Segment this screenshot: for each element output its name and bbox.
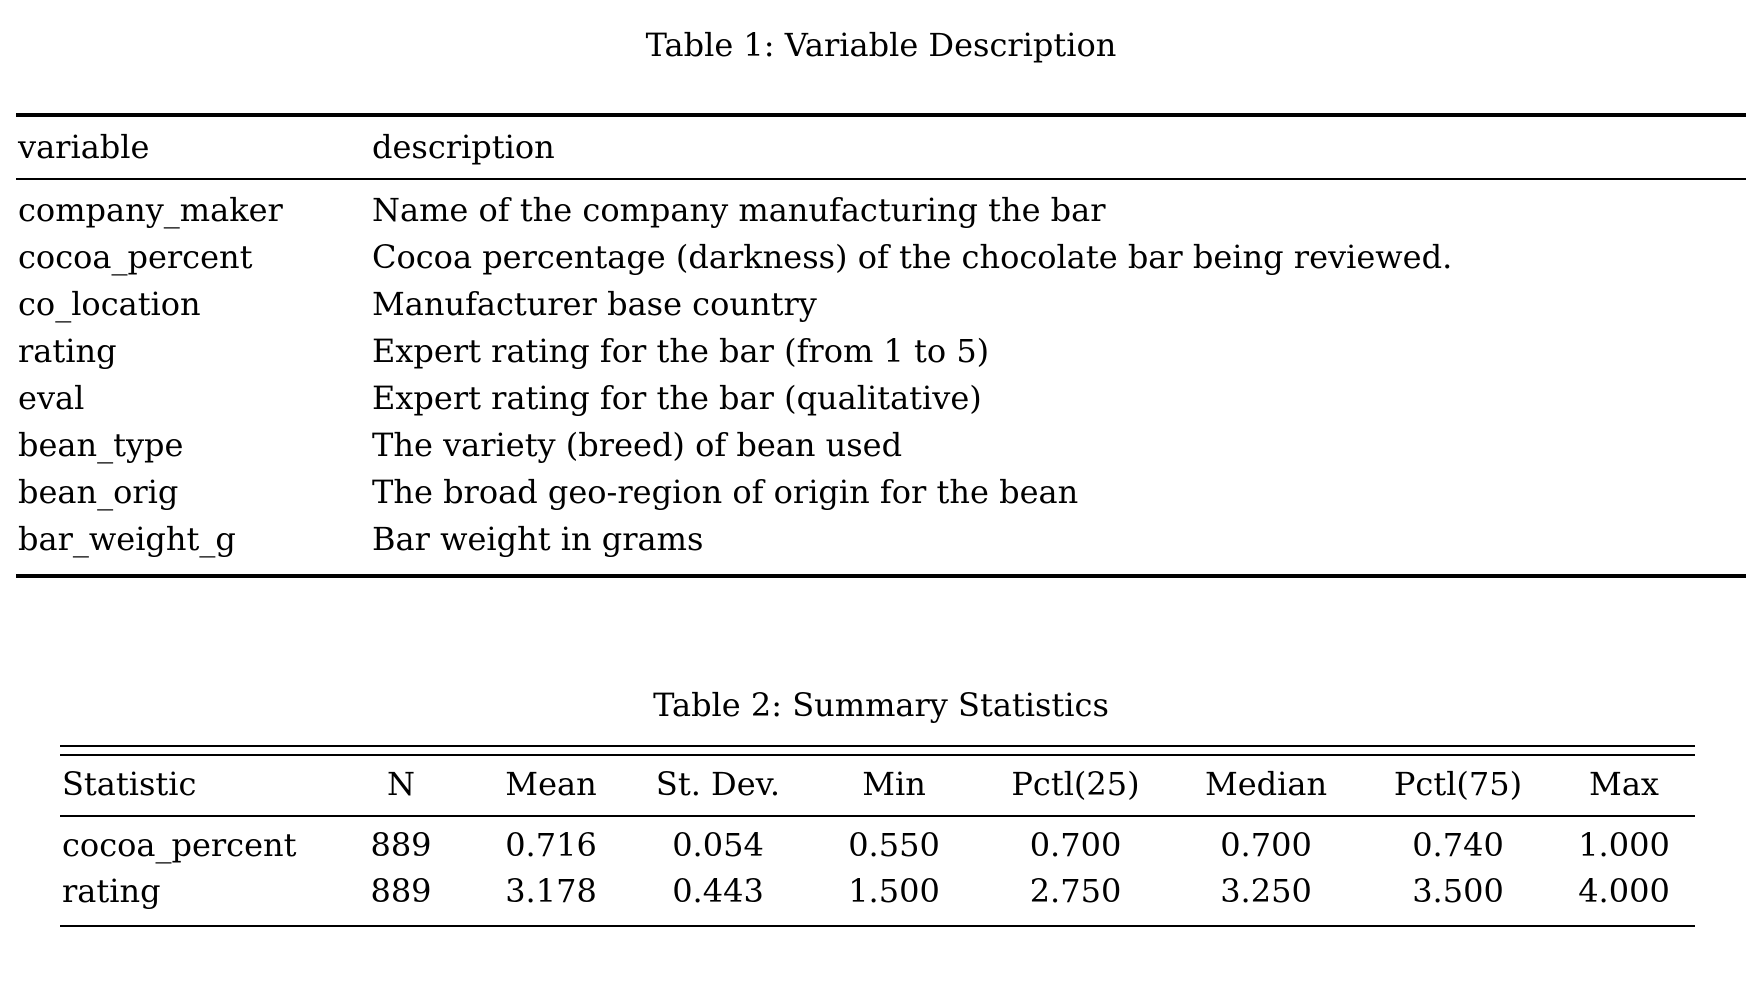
table2-col-header-mean: Mean [472,756,630,817]
cell-description: Cocoa percentage (darkness) of the choco… [372,238,1453,276]
cell-description: Expert rating for the bar (from 1 to 5) [372,332,990,370]
cell-description: The broad geo-region of origin for the b… [372,473,1079,511]
cell-variable: bean_type [18,426,184,464]
table-row: bar_weight_g Bar weight in grams [16,516,1746,576]
table-row: cocoa_percent 889 0.716 0.054 0.550 0.700 0.70… [60,816,1695,868]
cell-description: Expert rating for the bar (qualitative) [372,379,982,417]
table2-caption: Table 2: Summary Statistics [653,686,1109,724]
cell-pctl25: 2.750 [1029,872,1122,910]
cell-variable: company_maker [18,191,283,229]
cell-st_dev: 0.443 [672,872,764,910]
table2-col-header-st-dev: St. Dev. [630,756,806,817]
cell-pctl25: 0.700 [1029,826,1122,864]
cell-description: The variety (breed) of bean used [372,426,903,464]
cell-variable: rating [18,332,117,370]
table1-body: company_maker Name of the company manufac… [16,179,1746,576]
cell-variable: eval [18,379,85,417]
table2-col-header-statistic: Statistic [60,756,330,817]
cell-st_dev: 0.054 [672,826,764,864]
table2-col-header-median: Median [1169,756,1363,817]
table1-col-header-variable: variable [16,115,370,180]
cell-description: Bar weight in grams [372,520,704,558]
cell-description: Name of the company manufacturing the ba… [372,191,1106,229]
table2-col-header-min: Min [806,756,982,817]
cell-max: 4.000 [1578,872,1670,910]
cell-variable: cocoa_percent [18,238,253,276]
table-row: cocoa_percent Cocoa percentage (darkness)… [16,234,1746,281]
table-row: co_location Manufacturer base country [16,281,1746,328]
cell-n: 889 [370,826,432,864]
cell-variable: bar_weight_g [18,520,236,558]
table2-col-header-pctl75: Pctl(75) [1363,756,1553,817]
cell-min: 0.550 [848,826,940,864]
cell-max: 1.000 [1578,826,1670,864]
cell-pctl75: 0.740 [1412,826,1504,864]
table2-col-header-n: N [330,756,472,817]
table-row: rating 889 3.178 0.443 1.500 2.750 3.250 3.500 4… [60,868,1695,926]
table2-summary-statistics: Statistic N Mean St. Dev. Min Pctl(25) M… [60,756,1695,927]
cell-mean: 0.716 [505,826,597,864]
table2-header-row: Statistic N Mean St. Dev. Min Pctl(25) M… [60,756,1695,817]
table1-variable-description: variable description company_maker Name o… [16,113,1746,578]
cell-statistic: rating [62,872,161,910]
table1-header-row: variable description [16,115,1746,180]
cell-variable: co_location [18,285,201,323]
cell-description: Manufacturer base country [372,285,817,323]
table2-col-header-pctl25: Pctl(25) [982,756,1169,817]
cell-mean: 3.178 [505,872,597,910]
cell-median: 0.700 [1220,826,1312,864]
cell-n: 889 [370,872,432,910]
cell-statistic: cocoa_percent [62,826,297,864]
table-row: eval Expert rating for the bar (qualitati… [16,375,1746,422]
table2-col-header-max: Max [1553,756,1695,817]
cell-variable: bean_orig [18,473,179,511]
table-row: company_maker Name of the company manufac… [16,179,1746,234]
cell-median: 3.250 [1220,872,1312,910]
table2-body: cocoa_percent 889 0.716 0.054 0.550 0.700 0.70… [60,816,1695,926]
table-row: bean_orig The broad geo-region of origin … [16,469,1746,516]
table2-top-double-rule [60,745,1695,756]
table1-caption: Table 1: Variable Description [645,26,1117,64]
table-row: rating Expert rating for the bar (from 1 … [16,328,1746,375]
cell-pctl75: 3.500 [1412,872,1504,910]
table-row: bean_type The variety (breed) of bean use… [16,422,1746,469]
cell-min: 1.500 [848,872,940,910]
table1-col-header-description: description [370,115,1746,180]
